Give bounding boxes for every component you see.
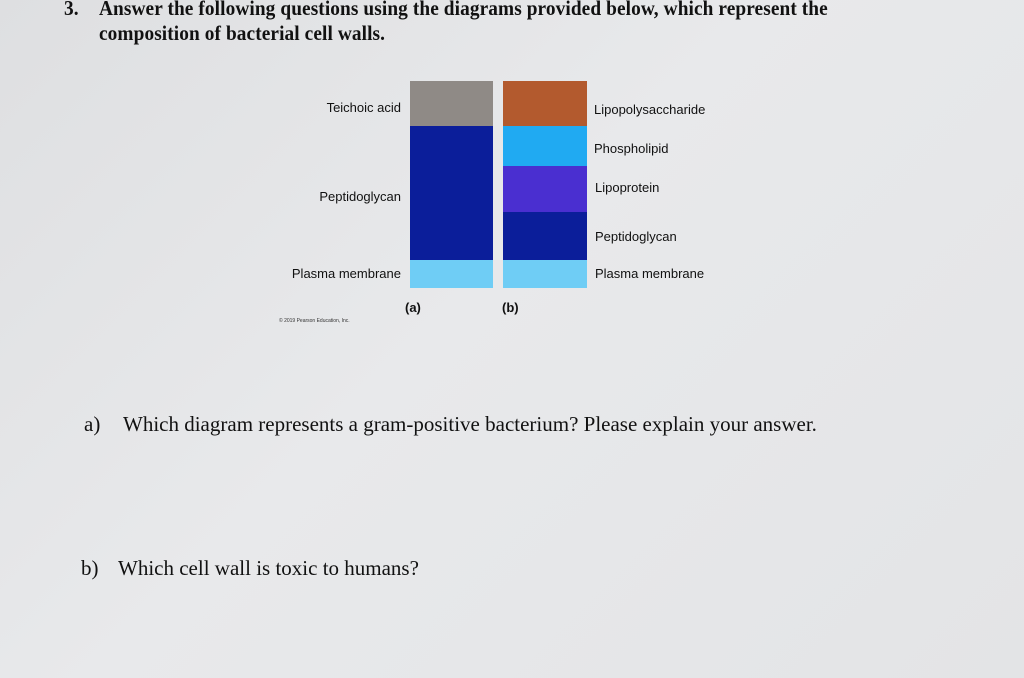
label-phospholipid: Phospholipid xyxy=(594,141,669,156)
caption-b: (b) xyxy=(502,300,519,315)
layer-b-lipoprotein xyxy=(503,166,587,212)
layer-b-plasma-membrane xyxy=(503,260,587,288)
part-a-letter: a) xyxy=(84,412,101,436)
part-a-question: Which diagram represents a gram-positive… xyxy=(123,412,817,436)
question-line-2: composition of bacterial cell walls. xyxy=(99,21,386,45)
question-line-1: Answer the following questions using the… xyxy=(99,0,828,20)
copyright-notice: © 2019 Pearson Education, Inc. xyxy=(279,318,350,324)
layer-b-peptidoglycan xyxy=(503,212,587,260)
label-lipoprotein: Lipoprotein xyxy=(595,180,660,195)
layer-b-phospholipid xyxy=(503,126,587,166)
label-b-peptidoglycan: Peptidoglycan xyxy=(595,229,677,244)
layer-a-peptidoglycan xyxy=(410,126,493,260)
question-number: 3. xyxy=(64,0,79,20)
layer-a-plasma-membrane xyxy=(410,260,493,288)
part-b-letter: b) xyxy=(81,556,99,580)
layer-a-teichoic-acid xyxy=(410,81,493,126)
label-b-plasma-membrane: Plasma membrane xyxy=(595,266,705,281)
layer-b-lipopolysaccharide xyxy=(503,81,587,126)
label-lipopolysaccharide: Lipopolysaccharide xyxy=(594,102,706,117)
part-b-question: Which cell wall is toxic to humans? xyxy=(118,556,419,580)
label-teichoic-acid: Teichoic acid xyxy=(326,100,401,115)
label-a-plasma-membrane: Plasma membrane xyxy=(291,266,401,281)
caption-a: (a) xyxy=(405,300,421,315)
label-a-peptidoglycan: Peptidoglycan xyxy=(319,189,401,204)
